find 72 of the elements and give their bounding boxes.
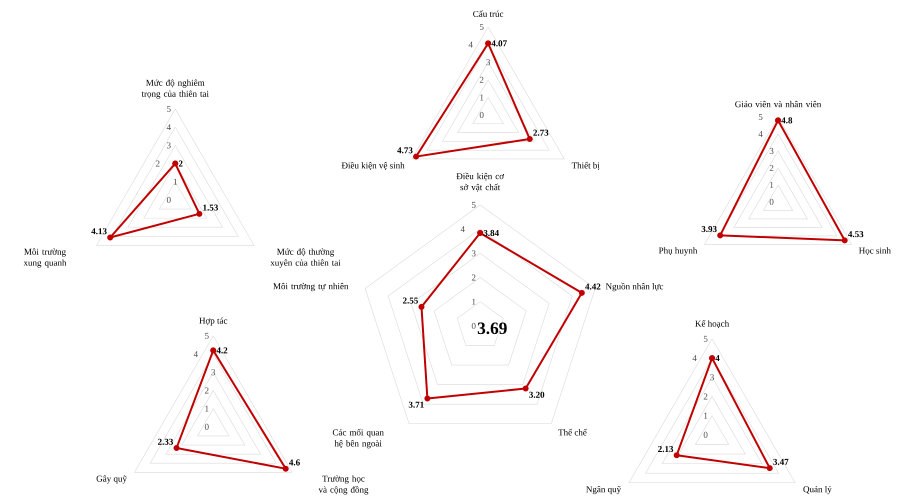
spoke-label: Quản lý [803, 486, 832, 494]
spoke-label: Môi trường tự nhiên [273, 283, 348, 292]
y-tick-label: 3 [486, 59, 490, 66]
spoke-label: Gây quỹ [96, 476, 127, 484]
spoke-label: Môi trường xung quanh [24, 248, 66, 268]
data-label: 1.53 [203, 204, 218, 211]
spoke-label: Trường học và cộng đồng [318, 476, 368, 495]
y-tick-label: 5 [205, 333, 209, 340]
data-label: 3.71 [408, 402, 424, 408]
y-tick-label: 2 [480, 77, 484, 83]
y-tick-label: 3 [166, 142, 171, 149]
data-label: 4.53 [848, 231, 864, 238]
y-tick-label: 5 [480, 24, 484, 30]
spoke-label: Điều kiện cơ sở vật chất [456, 172, 504, 192]
data-label: 4.6 [289, 460, 300, 466]
y-tick-label: 5 [704, 336, 708, 342]
y-tick-label: 1 [770, 182, 774, 188]
spoke-label: Kế hoạch [695, 320, 730, 328]
y-tick-label: 0 [166, 197, 171, 204]
y-tick-label: 3 [211, 369, 216, 376]
data-label: 2 [156, 160, 160, 167]
y-tick-label: 0 [770, 199, 774, 206]
text: 3.69 [478, 322, 507, 334]
y-tick-label: 2 [704, 394, 708, 400]
spoke-label: Phụ huynh [658, 248, 698, 256]
spoke-label: Các mối quan hệ bên ngoài [332, 429, 384, 449]
data-label: 2.13 [658, 446, 674, 452]
data-label: 4 [692, 355, 697, 362]
data-label: 3.20 [529, 392, 544, 398]
y-tick-label: 5 [758, 114, 763, 120]
spoke-label: Cấu trúc [473, 10, 504, 18]
data-label: 2.55 [402, 298, 418, 304]
y-tick-label: 0 [480, 112, 484, 118]
spoke-label: Điều kiện vệ sinh [342, 162, 405, 170]
data-label: 4.42 [585, 284, 600, 290]
y-tick-label: 0 [472, 323, 476, 330]
y-tick-label: 1 [480, 94, 484, 101]
y-tick-label: 3 [472, 250, 476, 257]
data-label: 3.93 [702, 226, 717, 232]
spoke-label: Thể chế [558, 429, 588, 436]
y-tick-label: 0 [204, 424, 209, 430]
spoke-label: Mức độ nghiêm trọng của thiên tai [142, 80, 209, 99]
y-tick-label: 0 [704, 432, 708, 438]
data-label: 2.33 [158, 438, 174, 446]
data-label: 3.84 [484, 230, 499, 236]
spoke-label: Học sinh [858, 248, 891, 256]
data-label: 4.73 [397, 148, 413, 154]
y-tick-label: 1 [472, 298, 476, 305]
y-tick-label: 2 [472, 274, 476, 281]
y-tick-label: 4 [166, 124, 171, 130]
spoke-label: Ngân quỹ [586, 486, 622, 494]
y-tick-label: 1 [174, 178, 177, 185]
y-tick-label: 5 [167, 106, 171, 112]
data-label: 4.2 [216, 348, 228, 354]
data-label: 4.8 [781, 118, 792, 124]
data-label: 4.13 [91, 228, 107, 235]
y-tick-label: 2 [770, 165, 774, 172]
spoke-label: Mức độ thường xuyên của thiên tai [270, 248, 341, 268]
spoke-label: Nguồn nhân lực [606, 282, 664, 292]
spoke-label: Giáo viên và nhân viên [735, 101, 822, 108]
data-label: 4.07 [491, 40, 507, 47]
y-tick-label: 3 [710, 374, 714, 381]
data-label: 2.73 [533, 130, 548, 136]
data-label: 3.47 [773, 459, 788, 466]
y-tick-label: 1 [704, 412, 708, 419]
y-tick-label: 1 [205, 406, 209, 412]
y-tick-label: 3 [770, 148, 774, 154]
y-tick-label: 5 [472, 202, 476, 208]
y-tick-label: 4 [468, 42, 473, 48]
y-tick-label: 2 [204, 388, 209, 394]
spoke-label: Thiết bị [572, 162, 600, 170]
spoke-label: Hợp tác [199, 318, 228, 326]
